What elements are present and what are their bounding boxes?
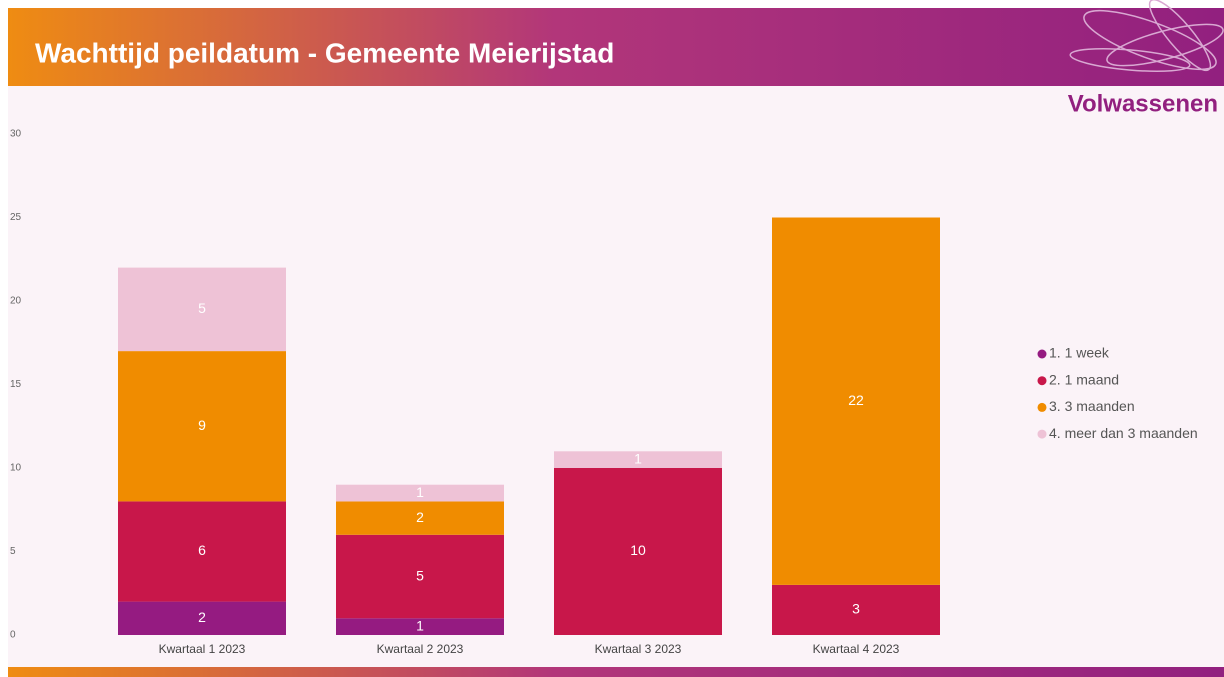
x-tick-label: Kwartaal 4 2023 bbox=[813, 642, 900, 656]
y-tick-label: 10 bbox=[10, 463, 22, 474]
legend-marker bbox=[1037, 429, 1047, 439]
header-band bbox=[8, 8, 1224, 86]
legend-label: 3. 3 maanden bbox=[1049, 398, 1135, 414]
title: Wachttijd peildatum - Gemeente Meierijst… bbox=[35, 37, 614, 68]
legend-label: 4. meer dan 3 maanden bbox=[1049, 425, 1198, 441]
bar-segment bbox=[118, 351, 286, 502]
y-tick-label: 25 bbox=[10, 212, 22, 223]
bar-segment bbox=[772, 584, 940, 635]
legend-marker bbox=[1037, 349, 1047, 359]
bar-segment bbox=[118, 501, 286, 602]
legend-marker bbox=[1037, 402, 1047, 412]
data-label: 1 bbox=[416, 484, 424, 500]
data-label: 22 bbox=[848, 392, 864, 408]
legend-label: 1. 1 week bbox=[1049, 345, 1110, 361]
bar-segment bbox=[336, 501, 504, 535]
bar-segment bbox=[336, 618, 504, 635]
data-label: 10 bbox=[630, 542, 646, 558]
bar-segment bbox=[554, 451, 722, 468]
bar-segment bbox=[772, 217, 940, 585]
x-tick-label: Kwartaal 3 2023 bbox=[595, 642, 682, 656]
data-label: 6 bbox=[198, 542, 206, 558]
bar-segment bbox=[336, 534, 504, 619]
legend-label: 2. 1 maand bbox=[1049, 371, 1119, 387]
y-tick-label: 20 bbox=[10, 296, 22, 307]
data-label: 9 bbox=[198, 417, 206, 433]
subtitle: Volwassenen bbox=[1068, 90, 1218, 117]
footer-band bbox=[8, 667, 1224, 677]
x-tick-label: Kwartaal 2 2023 bbox=[377, 642, 464, 656]
bar-segment bbox=[118, 267, 286, 352]
y-tick-label: 0 bbox=[10, 630, 16, 641]
x-tick-label: Kwartaal 1 2023 bbox=[159, 642, 246, 656]
data-label: 2 bbox=[416, 509, 424, 525]
bar-segment bbox=[554, 468, 722, 635]
bar-segment bbox=[336, 484, 504, 502]
bar-segment bbox=[118, 601, 286, 635]
y-tick-label: 5 bbox=[10, 546, 16, 557]
data-label: 5 bbox=[416, 567, 424, 583]
header-ornament bbox=[1069, 0, 1224, 73]
y-tick-label: 15 bbox=[10, 379, 22, 390]
y-tick-label: 30 bbox=[10, 129, 22, 140]
data-label: 5 bbox=[198, 300, 206, 316]
data-label: 2 bbox=[198, 609, 206, 625]
data-label: 1 bbox=[416, 617, 424, 633]
legend-marker bbox=[1037, 376, 1047, 386]
data-label: 3 bbox=[852, 601, 860, 617]
data-label: 1 bbox=[634, 450, 642, 466]
